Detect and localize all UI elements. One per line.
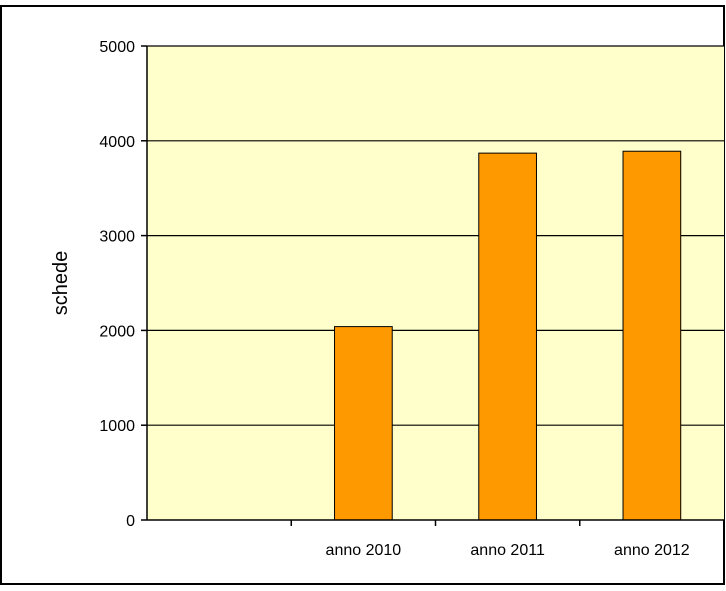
y-axis-title: schede	[50, 251, 72, 316]
y-tick-label: 0	[126, 513, 135, 530]
bar	[622, 150, 682, 521]
bar	[334, 326, 393, 521]
bars	[334, 150, 682, 521]
y-tick-label: 5000	[99, 39, 135, 56]
x-tick-label: anno 2012	[614, 542, 690, 559]
x-tick-label: anno 2010	[326, 542, 402, 559]
x-tick-labels: anno 2010 anno 2011 anno 2012	[326, 542, 690, 559]
y-tick-label: 3000	[99, 229, 135, 246]
axes	[141, 45, 724, 526]
y-tick-label: 4000	[99, 134, 135, 151]
y-tick-label: 1000	[99, 418, 135, 435]
y-tick-label: 2000	[99, 323, 135, 340]
x-tick-label: anno 2011	[470, 542, 545, 559]
bar	[478, 152, 537, 521]
y-tick-labels: 0 1000 2000 3000 4000 5000	[99, 39, 135, 530]
